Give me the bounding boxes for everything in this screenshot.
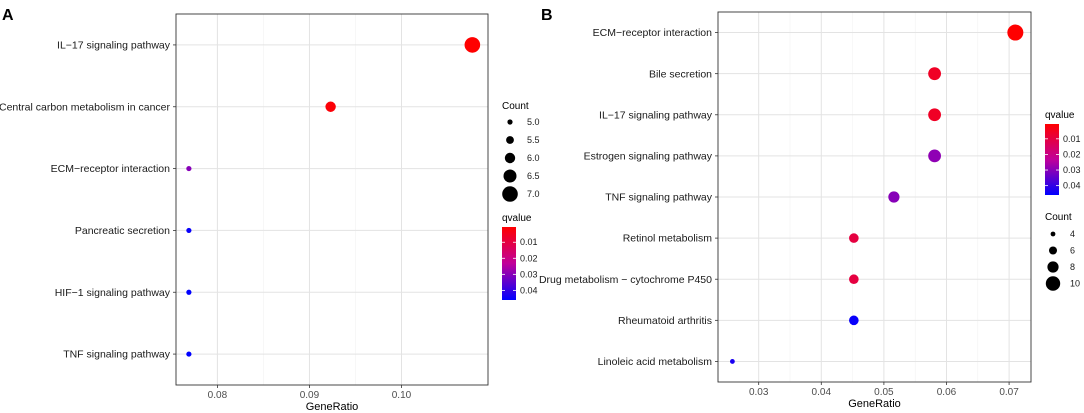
- panel-a-count-legend-dot: [506, 136, 514, 144]
- panel-b-x-tick-label: 0.04: [812, 387, 832, 398]
- panel-a-x-tick-label: 0.08: [208, 390, 228, 401]
- panel-b-category-label: IL−17 signaling pathway: [599, 109, 713, 121]
- panel-b-colorbar-label: 0.01: [1063, 134, 1081, 144]
- panel-a-x-tick-label: 0.10: [392, 390, 412, 401]
- panel-b-count-legend-dot: [1050, 231, 1056, 237]
- panel-a-dot: [186, 289, 192, 295]
- panel-b-dot: [928, 108, 941, 122]
- panel-a-count-legend-dot: [507, 119, 513, 125]
- panel-b-count-legend-label: 4: [1070, 229, 1075, 239]
- panel-a-dot: [186, 165, 192, 172]
- panel-a-count-legend-label: 5.0: [527, 117, 540, 127]
- panel-a-border: [175, 13, 489, 386]
- panel-b-dot: [849, 315, 859, 326]
- panel-b-category-label: ECM−receptor interaction: [593, 27, 713, 39]
- panel-a-count-legend-label: 5.5: [527, 135, 540, 145]
- panel-a-colorbar-label: 0.04: [520, 285, 538, 295]
- panel-b-count-legend-dot: [1045, 276, 1061, 291]
- panel-b: ECM−receptor interaction Bile secretion IL…: [539, 11, 1081, 410]
- panel-a-qvalue-colorbar: [502, 227, 516, 300]
- panel-b-x-tick-label: 0.06: [937, 387, 957, 398]
- panel-b-category-label: Linoleic acid metabolism: [598, 356, 713, 368]
- panel-a-dot: [464, 37, 481, 53]
- panel-a-count-legend-label: 6.5: [527, 171, 540, 181]
- panel-b-count-legend-title: Count: [1045, 212, 1072, 223]
- panel-b-category-label: Rheumatoid arthritis: [618, 315, 712, 327]
- panel-b-count-legend-label: 10: [1070, 279, 1080, 289]
- panel-a-category-label: IL−17 signaling pathway: [57, 40, 171, 52]
- panel-b-count-legend-label: 8: [1070, 262, 1075, 272]
- panel-a-letter: A: [2, 7, 14, 24]
- panel-b-dot: [888, 191, 900, 203]
- panel-b-x-axis-title: GeneRatio: [848, 398, 901, 410]
- panel-b-dot: [849, 233, 859, 243]
- panel-b-category-label: Bile secretion: [649, 68, 712, 80]
- panel-a-colorbar-label: 0.02: [520, 253, 538, 263]
- panel-b-category-label: Drug metabolism − cytochrome P450: [539, 274, 712, 286]
- panel-b-qvalue-legend-title: qvalue: [1045, 110, 1075, 121]
- panel-b-category-label: Retinol metabolism: [623, 233, 713, 245]
- panel-a-category-label: HIF−1 signaling pathway: [55, 287, 171, 299]
- panel-a-dot: [186, 227, 192, 234]
- panel-a: IL−17 signaling pathway Central carbon me…: [0, 13, 540, 413]
- panel-a-colorbar-label: 0.01: [520, 237, 538, 247]
- panel-b-dot: [849, 274, 859, 285]
- panel-a-x-axis-title: GeneRatio: [306, 401, 359, 413]
- panel-a-plot-background: [176, 14, 488, 385]
- panel-b-colorbar-label: 0.03: [1063, 165, 1081, 175]
- panel-a-category-label: Pancreatic secretion: [75, 225, 170, 237]
- panel-b-count-legend-label: 6: [1070, 246, 1075, 256]
- panel-b-dot: [1007, 24, 1024, 41]
- panel-b-dot: [928, 67, 941, 81]
- panel-b-letter: B: [541, 7, 553, 24]
- panel-a-count-legend-label: 6.0: [527, 153, 540, 163]
- panel-a-count-legend-dot: [504, 152, 516, 164]
- panel-a-colorbar-label: 0.03: [520, 269, 538, 279]
- panel-a-count-legend-dot: [502, 186, 518, 202]
- panel-a-count-legend-label: 7.0: [527, 189, 540, 199]
- panel-b-colorbar-label: 0.02: [1063, 149, 1081, 159]
- panel-b-x-tick-label: 0.05: [874, 387, 894, 398]
- panel-b-qvalue-colorbar: [1045, 124, 1059, 195]
- panel-a-count-legend-title: Count: [502, 101, 529, 112]
- panel-b-category-label: TNF signaling pathway: [605, 192, 713, 204]
- panel-a-dot: [325, 101, 336, 112]
- panel-a-qvalue-legend-title: qvalue: [502, 213, 532, 224]
- panel-b-dot: [928, 149, 941, 163]
- panel-a-category-label: ECM−receptor interaction: [51, 163, 171, 175]
- panel-a-x-tick-label: 0.09: [300, 390, 320, 401]
- panel-b-count-legend-dot: [1049, 246, 1057, 255]
- panel-b-x-tick-label: 0.07: [999, 387, 1019, 398]
- panel-b-x-tick-label: 0.03: [749, 387, 769, 398]
- panel-a-dot: [186, 351, 192, 357]
- panel-b-category-label: Estrogen signaling pathway: [584, 150, 713, 162]
- panel-b-dot: [729, 359, 735, 364]
- panel-b-colorbar-label: 0.04: [1063, 181, 1081, 191]
- panel-b-count-legend-dot: [1047, 261, 1059, 273]
- panel-a-count-legend-dot: [503, 169, 517, 183]
- panel-a-category-label: Central carbon metabolism in cancer: [0, 101, 170, 113]
- panel-a-category-label: TNF signaling pathway: [63, 349, 171, 361]
